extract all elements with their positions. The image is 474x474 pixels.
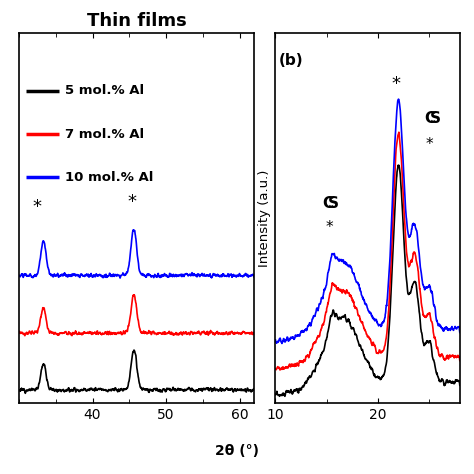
Text: *: * xyxy=(392,74,401,92)
Text: 7 mol.% Al: 7 mol.% Al xyxy=(65,128,145,140)
Text: 5 mol.% Al: 5 mol.% Al xyxy=(65,84,145,97)
Text: 10 mol.% Al: 10 mol.% Al xyxy=(65,171,154,184)
Text: C: C xyxy=(424,110,435,126)
Text: S: S xyxy=(328,196,339,211)
Text: 2θ (°): 2θ (°) xyxy=(215,444,259,458)
Text: *: * xyxy=(128,193,137,211)
Y-axis label: Intensity (a.u.): Intensity (a.u.) xyxy=(258,169,271,267)
Title: Thin films: Thin films xyxy=(87,12,187,30)
Text: *: * xyxy=(33,198,42,216)
Text: (b): (b) xyxy=(279,53,303,68)
Text: *: * xyxy=(425,137,433,152)
Text: C: C xyxy=(323,196,334,211)
Text: S: S xyxy=(429,110,440,126)
Text: *: * xyxy=(326,219,334,235)
